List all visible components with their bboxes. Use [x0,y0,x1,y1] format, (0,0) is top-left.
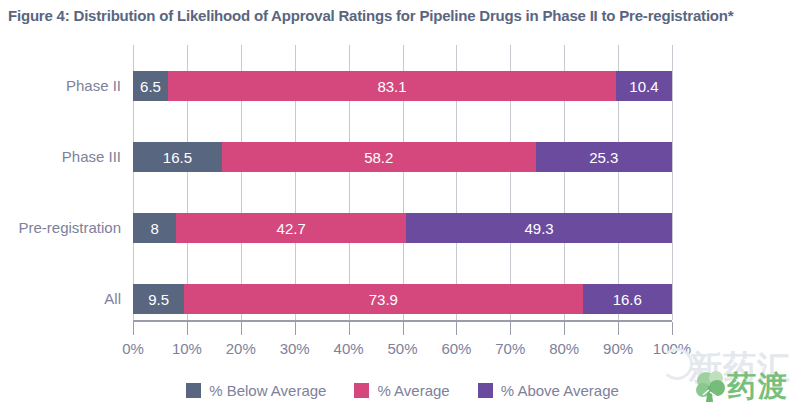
x-axis-tick [241,322,242,335]
bar-category-label: All [0,284,121,314]
bar-value-label: 8 [150,221,158,236]
x-axis-tick-label: 90% [603,340,633,357]
bar-segment: 8 [133,213,176,243]
bar-value-label: 73.9 [369,292,398,307]
bar-category-label: Phase III [0,142,121,172]
bar-value-label: 58.2 [364,150,393,165]
legend-swatch [478,383,493,398]
bar-value-label: 10.4 [629,79,658,94]
x-axis-tick [456,322,457,335]
x-axis-tick-label: 80% [549,340,579,357]
bar-value-label: 16.5 [163,150,192,165]
legend-item: % Below Average [186,382,326,399]
bar-segment: 10.4 [616,71,672,101]
x-axis-tick-label: 60% [441,340,471,357]
bar-value-label: 16.6 [613,292,642,307]
bar-segment: 16.5 [133,142,222,172]
figure-page: Figure 4: Distribution of Likelihood of … [0,0,800,416]
x-axis-tick [403,322,404,335]
bar-segment: 9.5 [133,284,184,314]
x-axis-tick [295,322,296,335]
watermark-logo: 药渡 [693,368,789,404]
x-axis-tick [618,322,619,335]
bar-segment: 49.3 [406,213,672,243]
x-axis-tick [133,322,134,335]
legend-item: % Average [354,382,449,399]
bar-segment: 25.3 [536,142,672,172]
x-axis-ticks [133,322,672,335]
x-axis-tick [564,322,565,335]
watermark-background-text: 新药汇 [689,346,791,391]
x-axis-tick-label: 30% [280,340,310,357]
bar-segment: 58.2 [222,142,536,172]
x-axis-tick [672,322,673,335]
bar-value-label: 83.1 [377,79,406,94]
bar-row: 16.5 58.2 25.3 [133,142,672,172]
legend-label: % Average [377,382,449,399]
tree-icon [693,368,727,404]
bar-value-label: 42.7 [277,221,306,236]
x-axis-tick-label: 0% [122,340,144,357]
bar-value-label: 49.3 [525,221,554,236]
legend-item: % Above Average [478,382,619,399]
bar-row: 6.5 83.1 10.4 [133,71,672,101]
bar-value-label: 9.5 [148,292,169,307]
bar-segment: 73.9 [184,284,582,314]
bar-segment: 16.6 [583,284,672,314]
x-axis-tick-label: 20% [226,340,256,357]
x-axis-tick-label: 40% [334,340,364,357]
bar-category-label: Pre-registration [0,213,121,243]
bar-segment: 42.7 [176,213,406,243]
legend-label: % Below Average [209,382,326,399]
bar-row: 9.5 73.9 16.6 [133,284,672,314]
legend-swatch [354,383,369,398]
x-axis-tick-label: 50% [387,340,417,357]
legend-label: % Above Average [501,382,619,399]
figure-title: Figure 4: Distribution of Likelihood of … [8,7,733,24]
bar-value-label: 6.5 [140,79,161,94]
bar-value-label: 25.3 [589,150,618,165]
y-axis-category-labels: Phase II Phase III Pre-registration All [0,45,121,320]
x-axis-tick-labels: 0%10%20%30%40%50%60%70%80%90%100% [133,340,672,360]
legend-swatch [186,383,201,398]
plot-area: 6.5 83.1 10.4 16.5 58.2 25.3 8 42.7 49.3 9.5 73.9 1… [133,45,672,322]
watermark-logo-text: 药渡 [727,372,789,401]
x-axis-tick-label: 100% [653,340,691,357]
bar-segment: 6.5 [133,71,168,101]
x-axis-tick [187,322,188,335]
gridline [672,45,673,320]
legend: % Below Average % Average % Above Average [133,382,672,399]
bar-segment: 83.1 [168,71,616,101]
bar-category-label: Phase II [0,71,121,101]
x-axis-tick [510,322,511,335]
x-axis-tick [349,322,350,335]
x-axis-tick-label: 70% [495,340,525,357]
x-axis-tick-label: 10% [172,340,202,357]
bar-row: 8 42.7 49.3 [133,213,672,243]
